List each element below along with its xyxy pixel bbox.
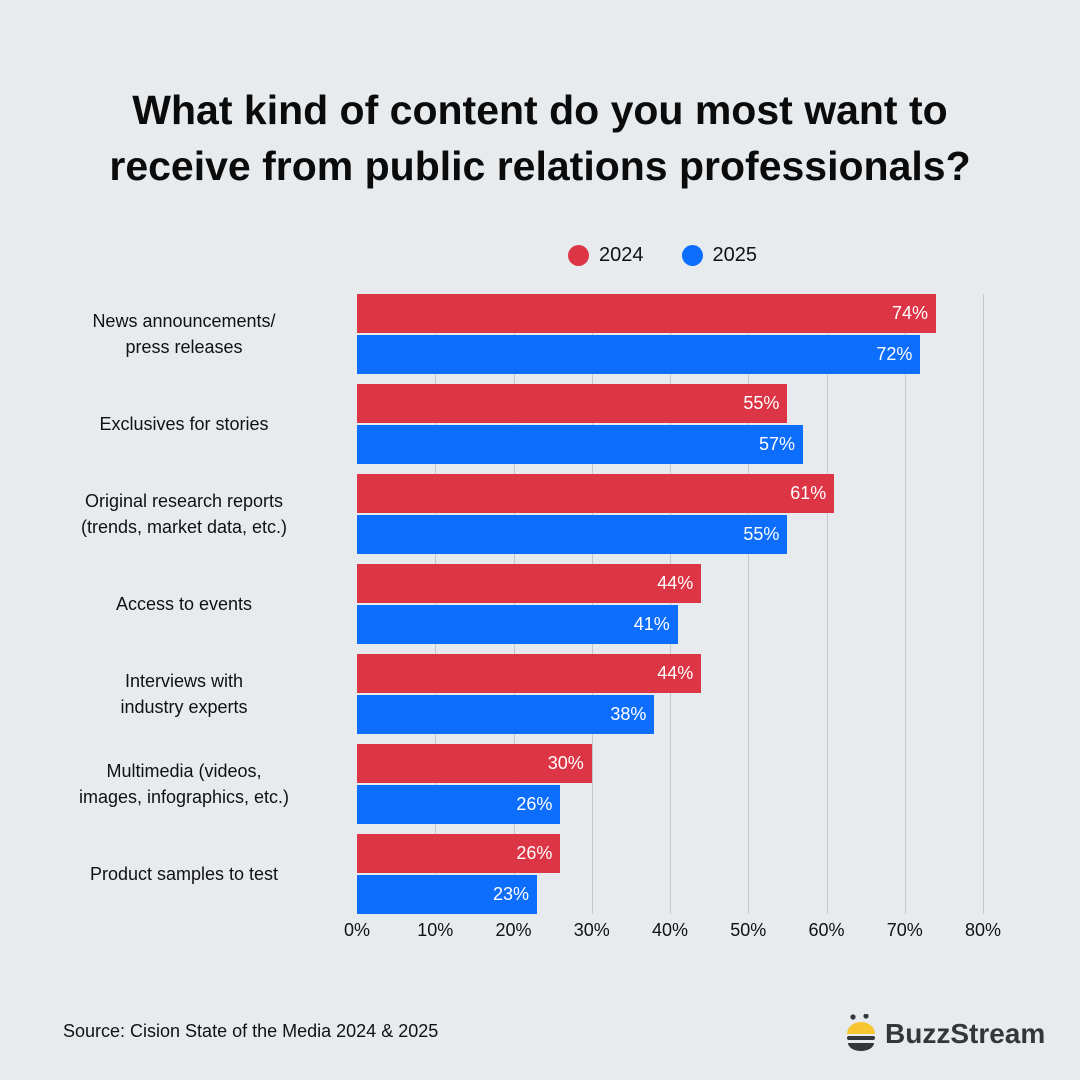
legend-dot-icon [568, 245, 589, 266]
gridline [904, 294, 906, 914]
gridline [513, 294, 515, 914]
bar-value-label: 41% [633, 614, 670, 634]
bar-2024: 61% [357, 474, 835, 513]
bar-value-label: 61% [790, 483, 827, 503]
bar-value-label: 55% [743, 393, 780, 413]
bee-icon [847, 1014, 875, 1051]
x-tick-label: 60% [808, 920, 845, 940]
title-line-1: What kind of content do you most want to [132, 87, 948, 133]
bar-value-label: 44% [657, 663, 694, 683]
category-label: Interviews with industry experts [120, 671, 248, 717]
bar-value-label: 72% [876, 344, 913, 364]
bar-value-label: 26% [516, 794, 553, 814]
title-line-2: receive from public relations profession… [109, 143, 971, 189]
bar-2025: 55% [357, 515, 788, 554]
bar-value-label: 57% [758, 434, 796, 454]
bar-2024: 55% [357, 384, 788, 423]
x-tick-label: 0% [343, 920, 371, 940]
gridline [435, 294, 437, 914]
gridline [826, 294, 828, 914]
bar-value-label: 44% [657, 573, 694, 593]
bar-value-label: 55% [743, 524, 780, 544]
bar-value-label: 26% [516, 843, 553, 863]
bar-2025: 23% [357, 875, 537, 914]
bar-value-label: 74% [892, 303, 929, 323]
gridline [591, 294, 593, 914]
category-label: News announcements/press releases [92, 311, 276, 357]
legend-label: 2025 [712, 244, 758, 266]
category-label: Access to events [115, 594, 253, 614]
bar-2025: 26% [357, 785, 561, 824]
bar-2024: 44% [357, 564, 702, 603]
bar-2025: 41% [357, 605, 678, 644]
x-tick-label: 10% [417, 920, 454, 940]
source-note: Source: Cision State of the Media 2024 &… [63, 1021, 439, 1041]
bar-2025: 72% [357, 335, 921, 374]
brand-logo: BuzzStream [845, 1014, 1045, 1054]
bar-2024: 26% [357, 834, 561, 873]
x-tick-label: 20% [495, 920, 532, 940]
category-label: Product samples to test [89, 864, 279, 884]
brand-name: BuzzStream [885, 1018, 1046, 1049]
bar-2025: 57% [357, 425, 804, 464]
gridline [670, 294, 671, 914]
x-tick-label: 50% [730, 920, 767, 940]
bar-value-label: 23% [492, 884, 529, 904]
chart-title: What kind of content do you most want to… [0, 82, 1080, 194]
x-tick-label: 40% [651, 920, 689, 940]
legend-item-2025: 2025 [681, 244, 758, 267]
plot-area: 74% 72% 55% 57% 61% 55% 44% 41% 44% 38% 30% 26% 26% 2… [357, 294, 984, 914]
bar-2024: 30% [357, 744, 592, 783]
category-label: Original research reports (trends, market… [80, 491, 288, 537]
gridline [748, 294, 750, 914]
bar-2024: 44% [357, 654, 702, 693]
legend-item-2024: 2024 [568, 244, 644, 267]
bar-2024: 74% [357, 294, 937, 333]
x-tick-label: 70% [886, 920, 923, 940]
legend-label: 2024 [599, 244, 644, 266]
legend: 2024 2025 [568, 244, 795, 267]
bar-value-label: 38% [610, 704, 647, 724]
x-tick-label: 30% [573, 920, 610, 940]
gridline [983, 294, 984, 914]
x-tick-label: 80% [964, 920, 1002, 940]
bar-2025: 38% [357, 695, 655, 734]
legend-dot-icon [681, 245, 703, 266]
category-label: Multimedia (videos, images, infographics,… [78, 761, 290, 807]
category-label: Exclusives for stories [99, 414, 269, 434]
bar-value-label: 30% [547, 753, 584, 773]
